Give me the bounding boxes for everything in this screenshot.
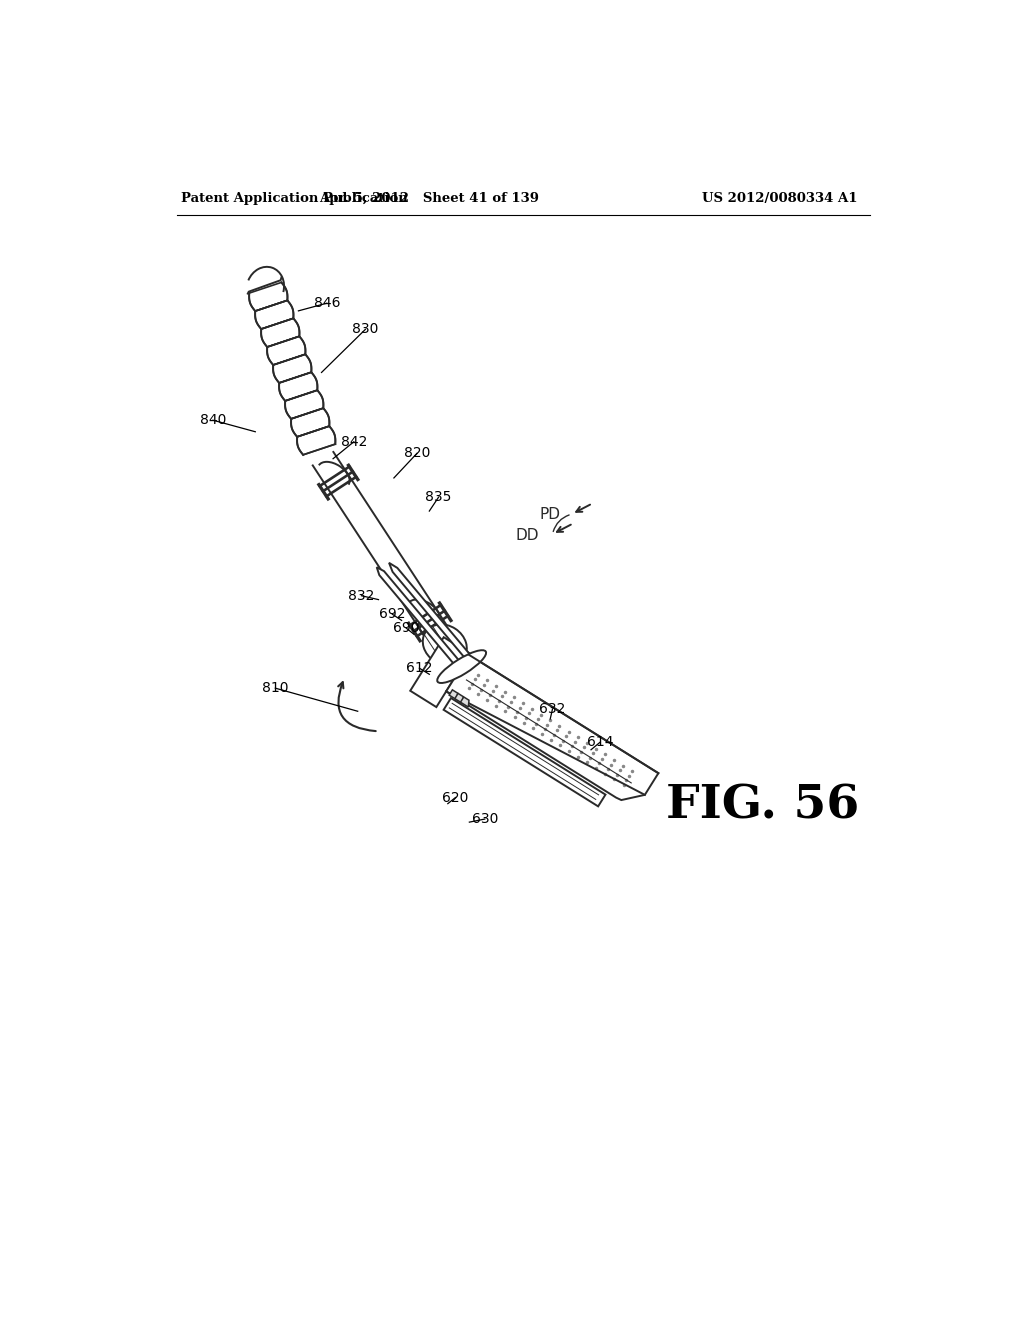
Polygon shape — [389, 562, 472, 660]
Text: 830: 830 — [352, 322, 379, 337]
Polygon shape — [285, 391, 324, 418]
Polygon shape — [312, 451, 464, 665]
Text: 632: 632 — [540, 702, 565, 715]
Polygon shape — [291, 408, 330, 437]
Ellipse shape — [437, 651, 486, 682]
Text: DD: DD — [515, 528, 539, 544]
Text: 620: 620 — [442, 791, 469, 804]
Text: 832: 832 — [348, 589, 375, 603]
Polygon shape — [255, 301, 294, 329]
Polygon shape — [377, 568, 461, 667]
Text: 690: 690 — [393, 622, 420, 635]
Polygon shape — [443, 698, 605, 807]
Polygon shape — [455, 693, 463, 704]
Text: PD: PD — [540, 507, 560, 521]
Polygon shape — [280, 372, 317, 401]
Polygon shape — [247, 281, 338, 455]
Text: 842: 842 — [341, 434, 367, 449]
Text: 692: 692 — [379, 607, 406, 622]
Text: 820: 820 — [403, 446, 430, 461]
Text: 846: 846 — [313, 296, 340, 310]
Text: 630: 630 — [472, 812, 498, 826]
Polygon shape — [267, 337, 305, 366]
Text: US 2012/0080334 A1: US 2012/0080334 A1 — [701, 191, 857, 205]
Polygon shape — [273, 354, 311, 383]
Text: 840: 840 — [200, 413, 226, 428]
Text: 612: 612 — [407, 661, 432, 675]
Polygon shape — [297, 426, 336, 455]
Polygon shape — [249, 282, 288, 312]
Text: Patent Application Publication: Patent Application Publication — [180, 191, 408, 205]
Polygon shape — [261, 318, 299, 347]
Polygon shape — [461, 697, 469, 708]
Polygon shape — [411, 638, 470, 708]
Text: 614: 614 — [587, 735, 613, 748]
Ellipse shape — [423, 624, 467, 665]
Text: 810: 810 — [262, 681, 289, 696]
Polygon shape — [446, 655, 658, 800]
Polygon shape — [450, 690, 458, 700]
Text: 835: 835 — [425, 490, 452, 504]
Text: Apr. 5, 2012   Sheet 41 of 139: Apr. 5, 2012 Sheet 41 of 139 — [319, 191, 540, 205]
Text: FIG. 56: FIG. 56 — [666, 783, 859, 828]
